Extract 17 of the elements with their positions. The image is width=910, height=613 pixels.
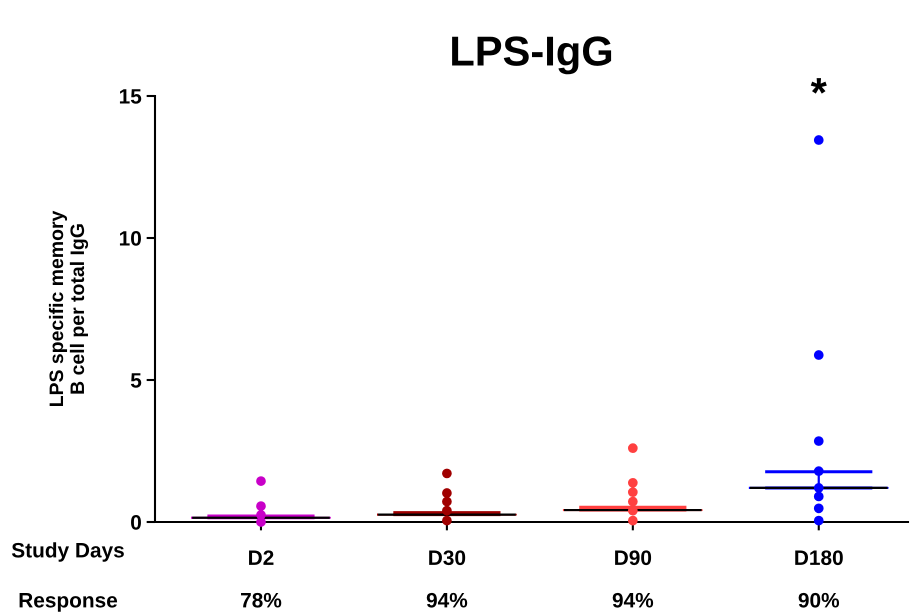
y-tick-label: 15 — [120, 89, 142, 104]
x-tick-label: D2 — [249, 550, 274, 565]
y-tick-label: 5 — [130, 373, 142, 388]
text: 90% — [798, 592, 840, 608]
x-tick-label: D30 — [429, 550, 466, 566]
text: 94% — [612, 592, 654, 608]
y-axis-title: LPS specific memory B cell per total IgG — [48, 210, 88, 406]
text: * — [810, 78, 827, 94]
x-axis-title: Study Days — [12, 542, 124, 562]
y-tick-label: 0 — [131, 515, 141, 530]
x-tick-label: D90 — [615, 550, 652, 566]
x-tick-label: D180 — [795, 550, 843, 566]
text: 78% — [241, 592, 282, 608]
text: Response — [20, 593, 118, 612]
text: 94% — [426, 592, 468, 608]
y-tick-label: 10 — [120, 231, 141, 246]
chart-title: LPS-IgG — [452, 36, 612, 74]
